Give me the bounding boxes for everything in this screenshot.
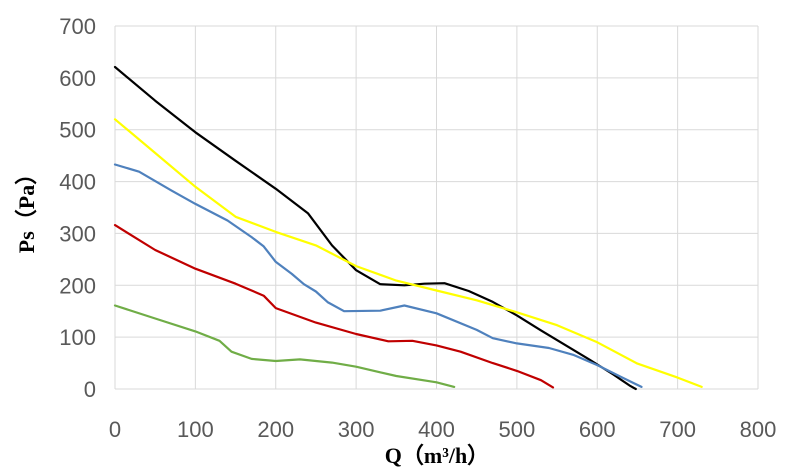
y-tick-label: 0 — [84, 377, 96, 402]
y-tick-label: 700 — [59, 14, 96, 39]
x-tick-label: 200 — [257, 417, 294, 442]
series-lines — [113, 65, 703, 391]
gridlines — [114, 25, 759, 390]
x-tick-label: 800 — [740, 417, 777, 442]
x-tick-label: 300 — [338, 417, 375, 442]
x-tick-label: 0 — [109, 417, 121, 442]
series-line-4 — [113, 224, 555, 389]
y-axis-title: Ps（Pa） — [14, 163, 39, 253]
y-tick-label: 200 — [59, 273, 96, 298]
x-tick-label: 600 — [579, 417, 616, 442]
tick-labels: 0 100 200 300 400 500 600 700 0 100 200 300 400 500 60… — [59, 14, 776, 442]
y-tick-label: 500 — [59, 118, 96, 143]
series-line-1 — [113, 65, 637, 391]
series-line-5 — [113, 304, 456, 388]
y-tick-label: 300 — [59, 221, 96, 246]
y-tick-label: 100 — [59, 325, 96, 350]
y-tick-label: 600 — [59, 66, 96, 91]
y-tick-label: 400 — [59, 170, 96, 195]
x-tick-label: 400 — [418, 417, 455, 442]
x-tick-label: 500 — [499, 417, 536, 442]
series-line-3 — [113, 163, 643, 388]
x-tick-label: 100 — [177, 417, 214, 442]
series-line-2 — [113, 118, 703, 388]
x-axis-title: Q（m³/h） — [385, 443, 489, 468]
x-tick-label: 700 — [659, 417, 696, 442]
